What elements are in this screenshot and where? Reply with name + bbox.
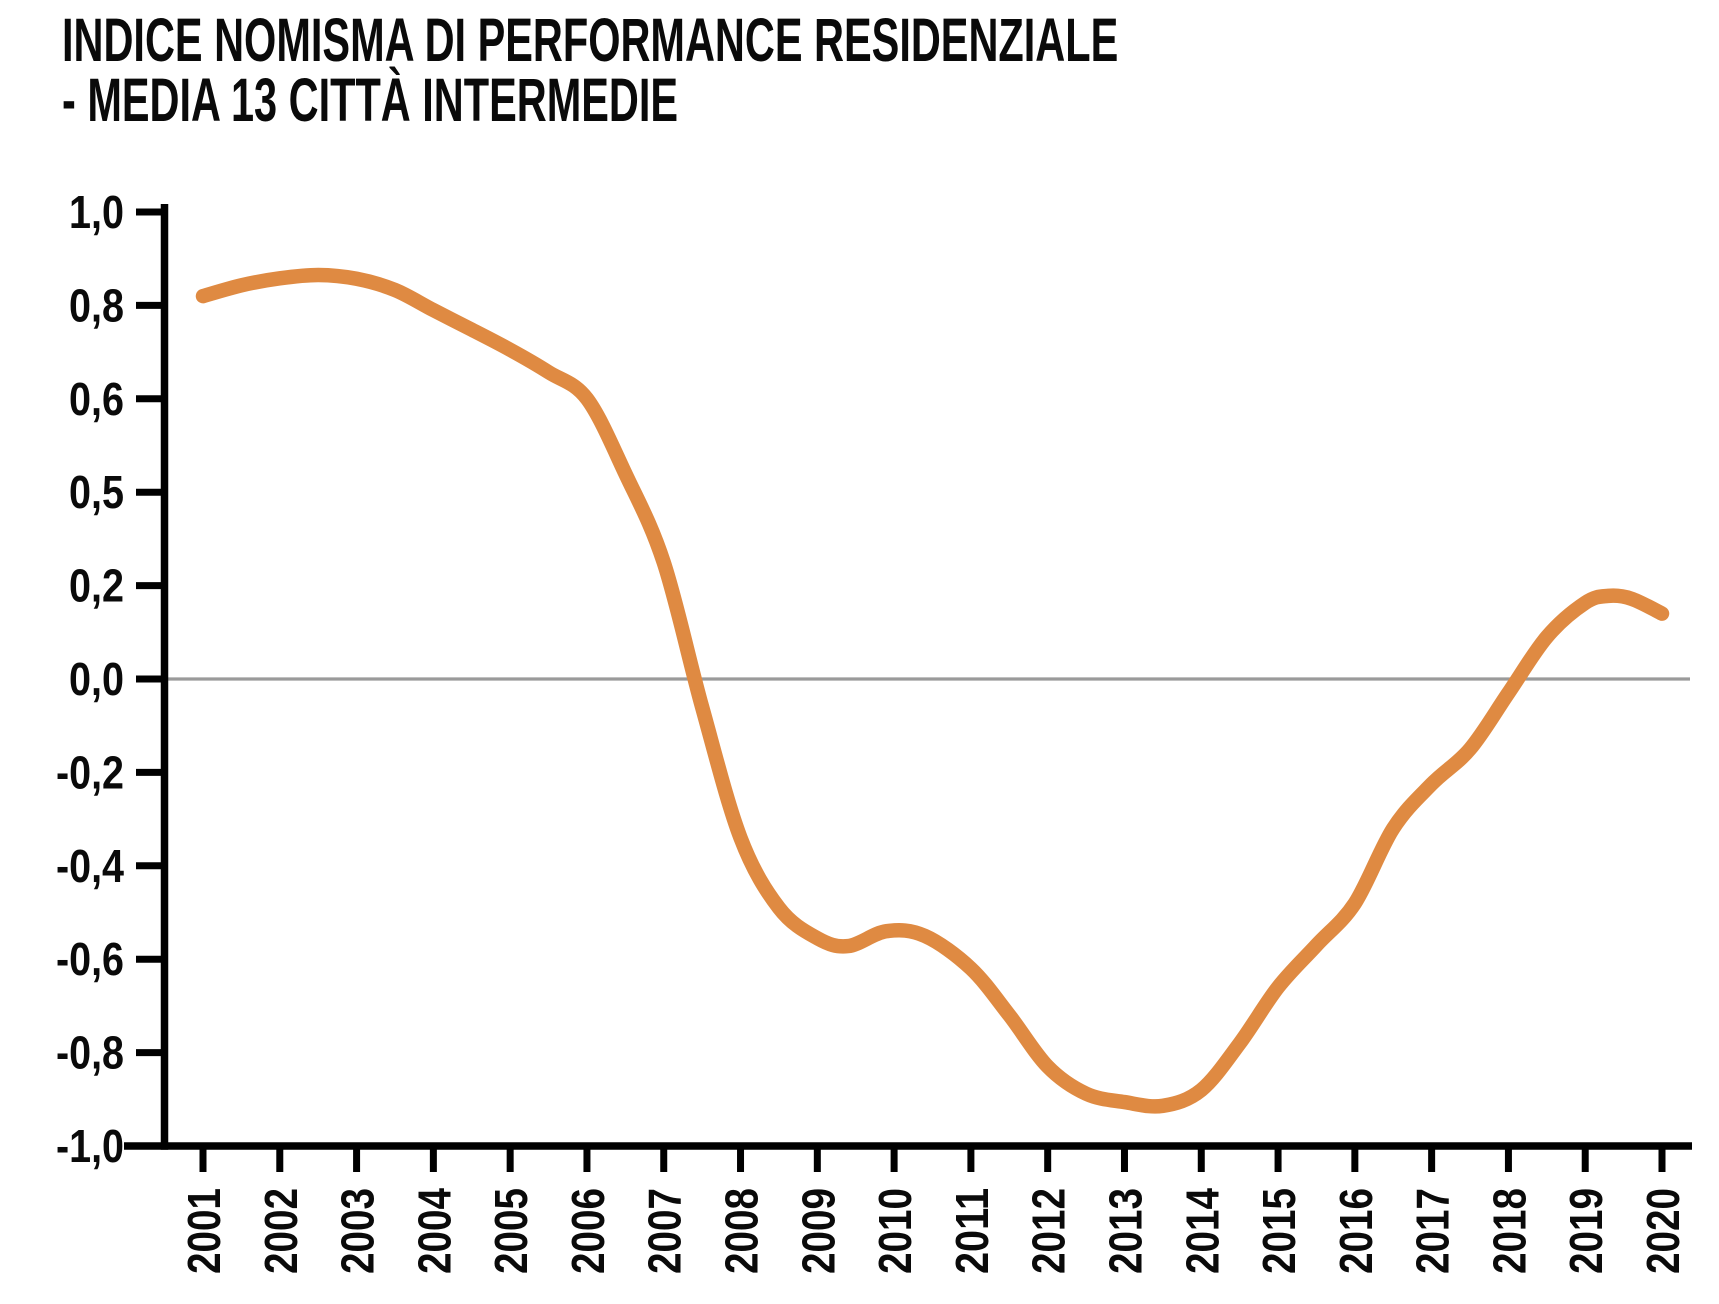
y-tick-label: -1,0 [56,1120,124,1172]
chart-title: INDICE NOMISMA DI PERFORMANCE RESIDENZIA… [62,6,1119,134]
x-tick-label: 2002 [255,1188,307,1274]
x-tick-label: 2010 [869,1188,921,1274]
x-tick-label: 2015 [1253,1188,1305,1274]
x-tick-label: 2014 [1176,1188,1228,1274]
x-tick-label: 2013 [1099,1188,1151,1274]
x-tick-label: 2001 [178,1188,230,1274]
x-tick-label: 2019 [1560,1188,1612,1274]
y-tick-label: -0,6 [56,933,124,985]
x-tick-label: 2012 [1023,1188,1075,1274]
y-tick-label: -0,4 [56,840,124,892]
chart-title-line2: - MEDIA 13 CITTÀ INTERMEDIE [62,66,679,134]
index-data-line [195,267,1670,1114]
y-tick-label: -0,8 [56,1027,124,1079]
x-tick-label: 2020 [1637,1188,1689,1274]
x-tick-label: 2007 [639,1188,691,1274]
chart-title-line1: INDICE NOMISMA DI PERFORMANCE RESIDENZIA… [62,6,1119,74]
x-tick-label: 2004 [408,1188,460,1274]
x-tick-label: 2008 [716,1188,768,1274]
x-tick-label: 2009 [792,1188,844,1274]
y-tick-label: 1,0 [69,186,124,238]
y-tick-label: 0,8 [69,279,124,331]
x-tick-label: 2011 [946,1188,998,1274]
y-tick-label: 0,5 [69,466,124,518]
y-tick-label: 0,0 [69,653,124,705]
x-tick-label: 2017 [1407,1188,1459,1274]
x-tick-label: 2006 [562,1188,614,1274]
x-tick-label: 2016 [1330,1188,1382,1274]
x-tick-label: 2018 [1483,1188,1535,1274]
y-tick-label: -0,2 [56,746,124,798]
x-tick-label: 2003 [332,1188,384,1274]
y-tick-label: 0,2 [69,560,124,612]
y-tick-label: 0,6 [69,373,124,425]
x-tick-label: 2005 [485,1188,537,1274]
